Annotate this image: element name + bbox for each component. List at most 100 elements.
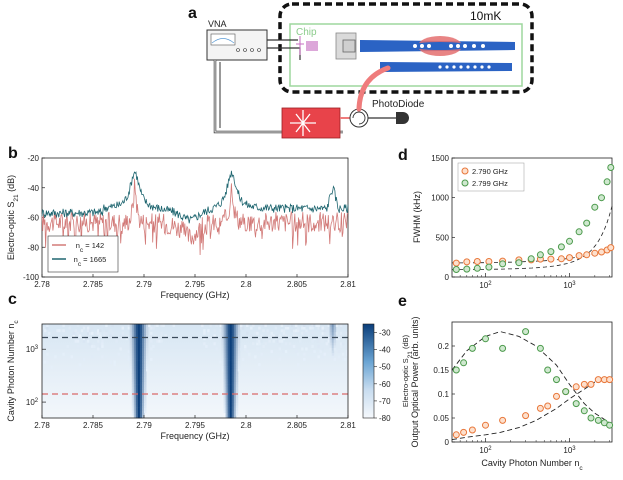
heatmap-cell (144, 337, 147, 341)
heatmap-cell (329, 324, 333, 328)
heatmap-cell (203, 329, 206, 333)
heatmap-cell (139, 391, 143, 395)
heatmap-cell (235, 360, 239, 364)
heatmap-cell (131, 329, 135, 333)
heatmap-cell (311, 339, 314, 343)
heatmap-cell (284, 324, 288, 328)
heatmap-cell (142, 410, 145, 414)
heatmap-cell (339, 324, 343, 328)
heatmap-cell (229, 404, 233, 408)
heatmap-cell (235, 350, 239, 354)
heatmap-cell (237, 363, 241, 367)
heatmap-cell (44, 334, 47, 338)
heatmap-cell (229, 412, 233, 416)
heatmap-cell (135, 386, 139, 390)
heatmap-cell (86, 334, 90, 338)
heatmap-cell (144, 389, 147, 393)
heatmap-cell (219, 324, 222, 328)
chip-label: Chip (296, 27, 317, 38)
heatmap-cell (337, 339, 341, 343)
heatmap-cell (229, 352, 233, 356)
heatmap-cell (244, 344, 247, 348)
data-point-1 (572, 400, 580, 408)
heatmap-cell (146, 337, 149, 341)
heatmap-cell (227, 373, 231, 377)
heatmap-cell (223, 347, 227, 351)
heatmap-cell (137, 389, 141, 393)
temperature-label: 10mK (470, 9, 501, 23)
heatmap-cell (323, 352, 326, 356)
heatmap-cell (42, 326, 45, 330)
heatmap-cell (97, 347, 100, 351)
heatmap-cell (223, 389, 227, 393)
heatmap-cell (129, 334, 133, 338)
heatmap-cell (227, 339, 231, 343)
heatmap-cell (150, 339, 153, 343)
heatmap-cell (139, 331, 143, 335)
heatmap-cell (329, 337, 333, 341)
vna-port-1 (236, 48, 240, 52)
heatmap-cell (109, 334, 112, 338)
heatmap-cell (227, 386, 231, 390)
heatmap-cell (297, 352, 300, 356)
heatmap-cell (139, 363, 143, 367)
heatmap-cell (235, 381, 239, 385)
heatmap-cell (331, 331, 335, 335)
heatmap-cell (260, 352, 263, 356)
x-tick-label: 2.78 (34, 421, 50, 430)
heatmap-cell (313, 337, 316, 341)
heatmap-cell (223, 344, 227, 348)
data-point-1 (591, 203, 599, 211)
heatmap-cell (231, 371, 235, 375)
heatmap-cell (225, 373, 229, 377)
heatmap-cell (248, 355, 251, 359)
heatmap-cell (223, 324, 227, 328)
x-axis-label: Frequency (GHz) (160, 431, 229, 441)
heatmap-cell (278, 339, 282, 343)
heatmap-cell (223, 331, 227, 335)
heatmap-cell (133, 415, 137, 419)
heatmap-cell (146, 324, 149, 328)
heatmap-cell (303, 326, 306, 330)
heatmap-cell (325, 329, 329, 333)
heatmap-cell (282, 350, 286, 354)
heatmap-cell (274, 337, 278, 341)
heatmap-cell (131, 363, 135, 367)
heatmap-cell (154, 324, 157, 328)
heatmap-cell (144, 368, 147, 372)
heatmap-cell (135, 344, 139, 348)
heatmap-cell (135, 324, 139, 328)
heatmap-cell (146, 342, 149, 346)
heatmap-cell (146, 355, 149, 359)
y-tick-label: -60 (27, 214, 39, 223)
heatmap-cell (227, 368, 231, 372)
heatmap-cell (221, 329, 224, 333)
heatmap-cell (223, 371, 227, 375)
heatmap-cell (221, 344, 224, 348)
vna-screen-trace (211, 38, 235, 44)
heatmap-cell (231, 331, 235, 335)
heatmap-cell (137, 334, 141, 338)
heatmap-cell (223, 402, 227, 406)
panel-letter-a: a (188, 5, 197, 22)
heatmap-cell (223, 329, 227, 333)
y-tick-label: 103 (26, 345, 39, 354)
heatmap-cell (99, 334, 102, 338)
heatmap-cell (225, 363, 229, 367)
heatmap-cell (227, 399, 231, 403)
heatmap-cell (225, 410, 229, 414)
y-tick-label: 0.05 (433, 414, 449, 423)
heatmap-cell (262, 344, 265, 348)
heatmap-cell (227, 344, 231, 348)
heatmap-cell (207, 329, 210, 333)
heatmap-cell (325, 342, 329, 346)
heatmap-cell (144, 365, 147, 369)
heatmap-cell (103, 334, 106, 338)
data-point-1 (463, 265, 471, 273)
heatmap-cell (135, 402, 139, 406)
heatmap-cell (99, 324, 102, 328)
heatmap-cell (139, 368, 143, 372)
heatmap-cell (88, 342, 92, 346)
x-tick-label: 2.78 (34, 280, 50, 289)
heatmap-cell (223, 342, 227, 346)
